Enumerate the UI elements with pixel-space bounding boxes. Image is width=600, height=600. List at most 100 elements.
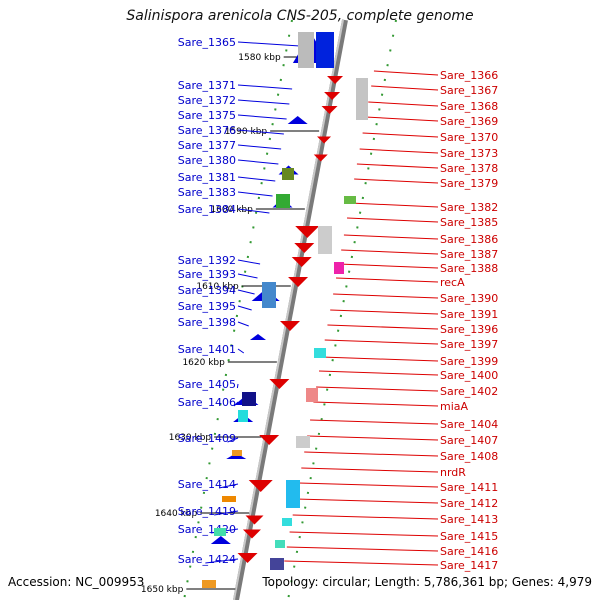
gene-feature-box bbox=[296, 436, 310, 448]
genome-backbone-highlight bbox=[233, 19, 344, 600]
right-gene-label: Sare_1417 bbox=[440, 559, 498, 572]
left-gene-connector bbox=[227, 437, 239, 443]
right-gene-label: Sare_1373 bbox=[440, 147, 498, 160]
gene-feature-box bbox=[238, 410, 248, 422]
gene-feature-box bbox=[276, 194, 290, 208]
reverse-gene-arrow bbox=[242, 529, 261, 539]
forward-gene-block bbox=[316, 32, 334, 68]
right-gene-label: Sare_1387 bbox=[440, 248, 498, 261]
left-gene-label: Sare_1424 bbox=[178, 553, 236, 566]
left-gene-connector bbox=[214, 510, 239, 516]
right-gene-connector bbox=[371, 85, 439, 91]
left-gene-label: Sare_1394 bbox=[178, 284, 236, 297]
left-gene-label: Sare_1393 bbox=[178, 268, 236, 281]
right-gene-label: Sare_1378 bbox=[440, 162, 498, 175]
left-gene-label: Sare_1376 bbox=[178, 124, 236, 137]
left-gene-connector bbox=[237, 348, 245, 354]
right-gene-label: Sare_1400 bbox=[440, 369, 498, 382]
left-gene-label: Sare_1380 bbox=[178, 154, 236, 167]
right-gene-label: Sare_1412 bbox=[440, 497, 498, 510]
left-gene-label: Sare_1395 bbox=[178, 300, 236, 313]
right-gene-label: Sare_1413 bbox=[440, 513, 498, 526]
right-gene-connector bbox=[316, 386, 439, 392]
kbp-label: 1580 kbp bbox=[238, 53, 281, 63]
right-gene-connector bbox=[341, 249, 439, 255]
gene-feature-box bbox=[275, 540, 285, 548]
page-title: Salinispora arenicola CNS-205, complete … bbox=[126, 8, 474, 24]
left-gene-connector bbox=[205, 558, 239, 564]
right-gene-connector bbox=[330, 309, 439, 315]
gene-feature-box bbox=[282, 518, 292, 526]
right-gene-connector bbox=[343, 234, 439, 240]
reverse-gene-arrow bbox=[317, 136, 332, 144]
right-gene-label: Sare_1366 bbox=[440, 69, 498, 82]
left-gene-label: Sare_1381 bbox=[178, 171, 236, 184]
right-gene-label: Sare_1369 bbox=[440, 115, 498, 128]
left-gene-label: Sare_1365 bbox=[178, 36, 236, 49]
right-gene-connector bbox=[365, 116, 439, 122]
right-gene-connector bbox=[295, 498, 439, 504]
left-gene-label: Sare_1372 bbox=[178, 94, 236, 107]
left-gene-connector bbox=[237, 289, 255, 295]
reverse-gene-arrow bbox=[237, 553, 258, 563]
right-gene-label: Sare_1399 bbox=[440, 355, 498, 368]
left-gene-connector bbox=[237, 129, 284, 135]
accession-text: Accession: NC_009953 bbox=[8, 575, 145, 589]
gene-feature-box bbox=[282, 168, 294, 180]
right-gene-label: Sare_1411 bbox=[440, 481, 498, 494]
gene-feature-box bbox=[242, 392, 256, 406]
reverse-gene-arrow bbox=[248, 480, 273, 492]
kbp-label: 1640 kbp bbox=[155, 509, 198, 519]
gene-feature-box bbox=[286, 480, 300, 508]
left-gene-label: Sare_1377 bbox=[178, 139, 236, 152]
right-gene-connector bbox=[336, 277, 439, 283]
left-gene-connector bbox=[237, 144, 282, 150]
right-gene-connector bbox=[362, 132, 439, 138]
right-gene-connector bbox=[298, 482, 439, 488]
right-gene-label: Sare_1415 bbox=[440, 530, 498, 543]
reverse-gene-arrow bbox=[259, 435, 280, 445]
forward-gene-arrow bbox=[287, 116, 308, 124]
left-gene-connector bbox=[237, 99, 290, 105]
right-gene-connector bbox=[313, 401, 439, 407]
reverse-gene-arrow bbox=[291, 257, 312, 267]
right-gene-connector bbox=[321, 356, 439, 362]
left-gene-connector bbox=[237, 321, 249, 327]
reverse-gene-arrow bbox=[327, 76, 344, 84]
right-gene-connector bbox=[368, 101, 439, 107]
gene-feature-box bbox=[232, 450, 242, 456]
forward-gene-arrow bbox=[210, 536, 231, 544]
right-gene-connector bbox=[304, 451, 439, 457]
right-gene-label: Sare_1386 bbox=[440, 233, 498, 246]
left-gene-connector bbox=[237, 191, 273, 197]
kbp-label: 1600 kbp bbox=[210, 205, 253, 215]
right-gene-label: recA bbox=[440, 276, 465, 289]
right-gene-connector bbox=[327, 324, 439, 330]
gene-feature-box bbox=[298, 32, 314, 68]
left-gene-label: Sare_1405 bbox=[178, 378, 236, 391]
right-gene-connector bbox=[324, 339, 439, 345]
gene-feature-box bbox=[262, 282, 276, 308]
right-gene-connector bbox=[356, 163, 439, 169]
right-gene-label: Sare_1407 bbox=[440, 434, 498, 447]
left-gene-connector bbox=[237, 305, 252, 311]
left-gene-label: Sare_1383 bbox=[178, 186, 236, 199]
genome-backbone bbox=[233, 19, 348, 600]
left-gene-connector bbox=[237, 84, 293, 90]
right-gene-label: Sare_1388 bbox=[440, 262, 498, 275]
right-gene-connector bbox=[338, 263, 439, 269]
right-gene-connector bbox=[319, 370, 439, 376]
right-gene-connector bbox=[307, 435, 439, 441]
right-gene-label: miaA bbox=[440, 400, 469, 413]
right-gene-label: nrdR bbox=[440, 466, 466, 479]
left-gene-label: Sare_1409 bbox=[178, 432, 236, 445]
right-gene-connector bbox=[286, 546, 439, 552]
gene-feature-box bbox=[344, 196, 356, 204]
topology-text: Topology: circular; Length: 5,786,361 bp… bbox=[262, 575, 592, 589]
right-gene-connector bbox=[333, 293, 439, 299]
right-gene-connector bbox=[310, 419, 439, 425]
gene-feature-box bbox=[318, 226, 332, 254]
gene-feature-box bbox=[202, 580, 216, 588]
left-gene-label: Sare_1406 bbox=[178, 396, 236, 409]
